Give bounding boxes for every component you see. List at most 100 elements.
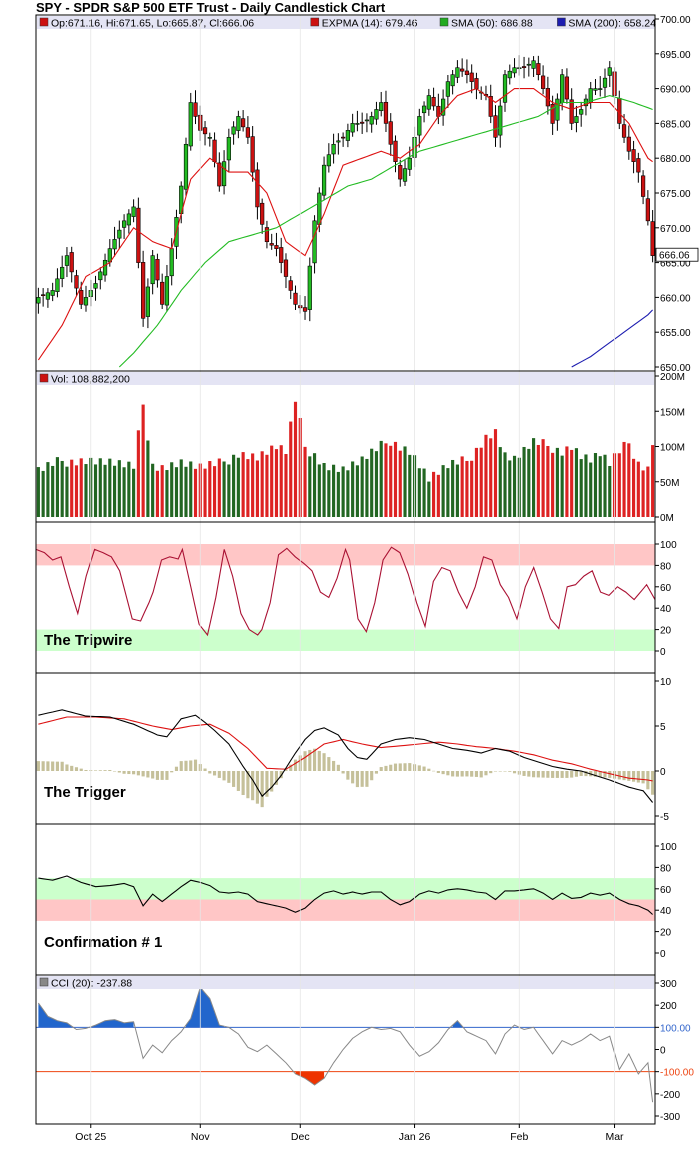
y-tick-label: 0 — [660, 767, 666, 778]
histogram-bar — [570, 771, 574, 778]
histogram-bar — [441, 771, 445, 775]
volume-bar — [79, 458, 83, 517]
y-tick-label: 100 — [660, 842, 677, 853]
histogram-bar — [403, 763, 407, 771]
candle-body — [169, 248, 174, 277]
histogram-bar — [251, 771, 255, 801]
volume-bar — [255, 460, 259, 517]
histogram-bar — [627, 771, 631, 781]
candle-body — [250, 136, 255, 173]
volume-bar — [93, 464, 98, 517]
candle-body — [526, 63, 531, 66]
candle-body — [469, 72, 474, 82]
histogram-bar — [384, 765, 388, 771]
volume-bar — [332, 464, 336, 517]
candle-body — [374, 109, 379, 120]
y-tick-label: 300 — [660, 979, 677, 990]
histogram-bar — [622, 771, 626, 781]
candle-body — [426, 95, 431, 110]
histogram-bar — [103, 770, 107, 771]
volume-bar — [546, 445, 550, 517]
histogram-bar — [232, 771, 236, 787]
volume-bar — [603, 454, 607, 517]
histogram-bar — [36, 761, 40, 771]
histogram-bar — [155, 771, 159, 780]
candle-body — [450, 74, 455, 87]
histogram-bar — [598, 771, 602, 778]
confirmation-line — [38, 875, 653, 915]
histogram-bar — [408, 763, 412, 771]
candle-body — [598, 88, 603, 90]
legend-entry: SMA (200): 658.24 — [568, 18, 656, 30]
candle-body — [274, 245, 279, 249]
candle-body — [207, 137, 212, 139]
volume-bar — [303, 446, 307, 517]
histogram-bar — [265, 771, 269, 797]
volume-bar — [470, 460, 474, 517]
histogram-bar — [270, 771, 274, 792]
histogram-bar — [41, 761, 45, 771]
histogram-bar — [617, 771, 621, 780]
histogram-bar — [532, 771, 536, 778]
volume-bar — [217, 458, 221, 517]
candle-body — [155, 259, 160, 281]
x-tick-label: Nov — [191, 1131, 210, 1143]
y-tick-label: 80 — [660, 863, 672, 874]
candle-body — [93, 283, 98, 289]
y-tick-label: 0 — [660, 949, 666, 960]
volume-bar — [522, 446, 526, 517]
volume-bar — [389, 445, 393, 517]
candle-body — [36, 297, 41, 304]
volume-bar — [74, 465, 79, 517]
volume-bar — [398, 450, 402, 517]
volume-bar — [584, 454, 588, 517]
candle-body — [64, 255, 70, 266]
volume-bar — [36, 467, 40, 517]
band — [36, 899, 655, 921]
histogram-bar — [241, 771, 245, 796]
y-tick-label: 100 — [660, 540, 677, 551]
histogram-bar — [551, 771, 555, 778]
histogram-bar — [641, 771, 645, 784]
volume-bar — [465, 460, 469, 517]
candle-body — [383, 101, 389, 124]
histogram-bar — [436, 771, 440, 773]
y-tick-label: 670.00 — [660, 224, 691, 235]
histogram-bar — [470, 771, 474, 777]
histogram-bar — [308, 749, 312, 771]
histogram-bar — [560, 771, 564, 778]
candle-body — [131, 206, 136, 217]
histogram-bar — [465, 771, 469, 777]
trigger-label: The Trigger — [44, 784, 126, 801]
volume-bar — [641, 470, 645, 517]
histogram-bar — [212, 771, 217, 776]
histogram-bar — [160, 771, 164, 780]
candle-body — [636, 158, 641, 173]
candle-body — [83, 297, 89, 306]
y-tick-label: 60 — [660, 885, 672, 896]
candle-body — [98, 271, 103, 281]
panel-bg-3 — [36, 673, 655, 824]
volume-bar — [193, 468, 198, 517]
volume-bar — [346, 470, 350, 517]
candle-body — [279, 247, 284, 263]
volume-bar — [222, 461, 226, 517]
y-tick-label: 0 — [660, 1046, 666, 1057]
y-tick-label: 20 — [660, 928, 672, 939]
candle-body — [188, 102, 193, 147]
volume-bar — [484, 434, 488, 517]
histogram-bar — [74, 767, 79, 771]
volume-bar — [503, 452, 507, 517]
candle-body — [74, 275, 79, 289]
volume-bar — [160, 465, 164, 517]
histogram-bar — [217, 771, 221, 778]
legend-bar — [37, 16, 654, 29]
volume-bar — [432, 471, 436, 517]
cci-line — [37, 986, 654, 1103]
histogram-bar — [165, 771, 169, 780]
volume-bar — [446, 468, 450, 517]
band — [36, 878, 655, 900]
y-tick-label: 675.00 — [660, 189, 691, 200]
histogram-bar — [141, 771, 145, 777]
